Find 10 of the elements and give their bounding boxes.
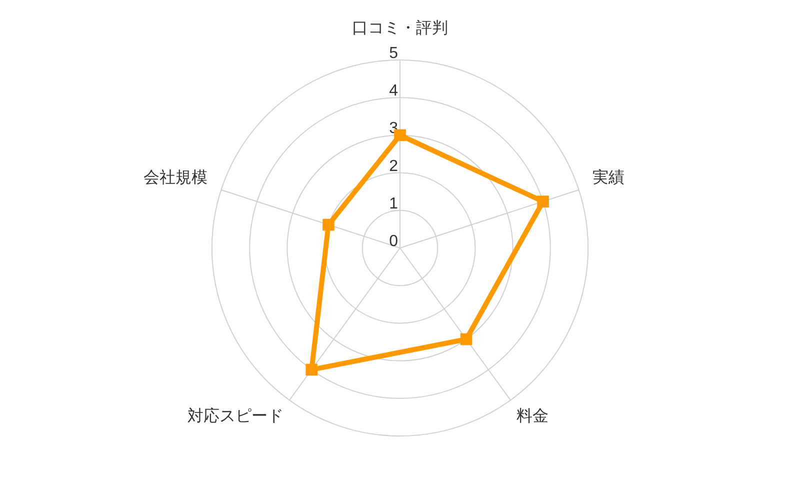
y-tick-label: 1 (389, 195, 398, 212)
spoke-label: 実績 (592, 168, 624, 186)
spoke-label: 料金 (516, 407, 548, 426)
spoke-label: 会社規模 (144, 168, 208, 186)
y-tick-label: 4 (389, 82, 398, 100)
y-tick-label: 5 (389, 45, 398, 62)
y-tick-label: 2 (389, 158, 398, 175)
spoke-label: 口コミ・評判 (352, 19, 448, 37)
spoke-label: 対応スピード (188, 407, 284, 426)
y-tick-label: 0 (389, 233, 398, 250)
